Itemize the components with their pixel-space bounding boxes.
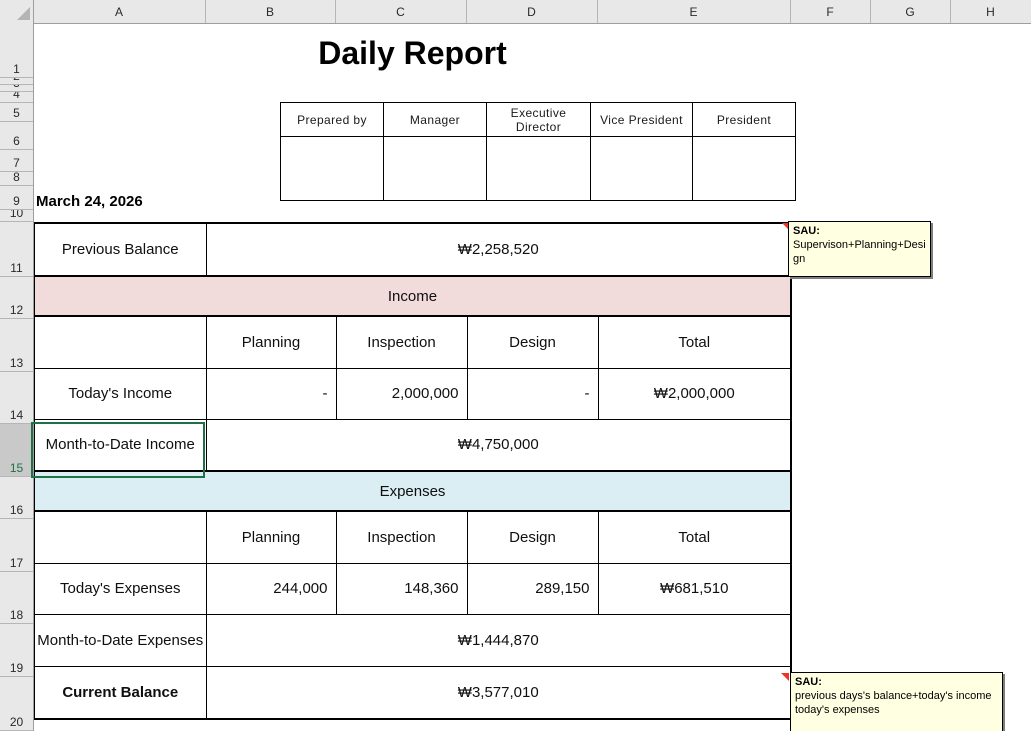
select-all-triangle-icon xyxy=(17,7,30,20)
comment-popup-current-balance: SAU: previous days's balance+today's inc… xyxy=(790,672,1003,731)
row-header-4[interactable]: 4 xyxy=(0,92,33,103)
cell-income-col-design[interactable]: Design xyxy=(466,315,599,369)
row-header-1[interactable]: 1 xyxy=(0,23,33,78)
row-header-18[interactable]: 18 xyxy=(0,572,33,624)
row-header-13[interactable]: 13 xyxy=(0,319,33,372)
row-header-19[interactable]: 19 xyxy=(0,624,33,677)
cell-mtd-expenses-value[interactable]: ₩1,444,870 xyxy=(205,613,792,667)
cell-current-balance-label[interactable]: Current Balance xyxy=(33,665,207,720)
column-header-f[interactable]: F xyxy=(790,0,871,23)
cell-todays-expenses-label[interactable]: Today's Expenses xyxy=(33,562,207,615)
cell-expenses-col-design[interactable]: Design xyxy=(466,510,599,564)
cell-previous-balance-label[interactable]: Previous Balance xyxy=(33,222,207,277)
row-header-10[interactable]: 10 xyxy=(0,210,33,222)
cell-expenses-blank[interactable] xyxy=(33,510,207,564)
column-header-h[interactable]: H xyxy=(950,0,1031,23)
column-header-g[interactable]: G xyxy=(870,0,951,23)
daily-report-table: Previous Balance ₩2,258,520 Income Plann… xyxy=(33,222,792,720)
comment-text: Supervison+Planning+Design xyxy=(793,239,926,265)
cell-income-col-inspection[interactable]: Inspection xyxy=(335,315,468,369)
comment-author: SAU: xyxy=(793,225,820,237)
cell-previous-balance-value[interactable]: ₩2,258,520 xyxy=(205,222,792,277)
signature-cell-vice-president[interactable] xyxy=(590,136,693,201)
cell-income-col-planning[interactable]: Planning xyxy=(205,315,337,369)
row-header-2[interactable]: 2 xyxy=(0,78,33,85)
cell-mtd-income-value[interactable]: ₩4,750,000 xyxy=(205,418,792,472)
column-header-a[interactable]: A xyxy=(33,0,206,23)
row-header-14[interactable]: 14 xyxy=(0,372,33,424)
row-header-5[interactable]: 5 xyxy=(0,103,33,122)
signature-cell-prepared-by[interactable] xyxy=(280,136,384,201)
row-header-9[interactable]: 9 xyxy=(0,186,33,210)
approval-header-president[interactable]: President xyxy=(692,102,796,137)
cell-todays-expenses-planning[interactable]: 244,000 xyxy=(205,562,337,615)
cell-income-section-header[interactable]: Income xyxy=(33,275,792,317)
cell-mtd-expenses-label[interactable]: Month-to-Date Expenses xyxy=(33,613,207,667)
comment-popup-previous-balance: SAU: Supervison+Planning+Design xyxy=(788,221,931,277)
cell-expenses-col-total[interactable]: Total xyxy=(597,510,792,564)
cell-todays-expenses-total[interactable]: ₩681,510 xyxy=(597,562,792,615)
report-title[interactable]: Daily Report xyxy=(318,35,507,71)
row-header-3[interactable]: 3 xyxy=(0,85,33,92)
cell-expenses-col-inspection[interactable]: Inspection xyxy=(335,510,468,564)
comment-text: previous days's balance+today's income t… xyxy=(795,690,992,716)
cell-expenses-col-planning[interactable]: Planning xyxy=(205,510,337,564)
signature-cell-manager[interactable] xyxy=(383,136,487,201)
comment-indicator-icon[interactable] xyxy=(781,673,789,681)
approval-table: Prepared by Manager Executive Director V… xyxy=(280,102,796,201)
row-header-strip: 1 2 3 4 5 6 7 8 9 10 11 12 13 14 15 16 1… xyxy=(0,23,34,731)
row-header-8[interactable]: 8 xyxy=(0,172,33,186)
column-header-e[interactable]: E xyxy=(597,0,791,23)
column-header-d[interactable]: D xyxy=(466,0,598,23)
cell-todays-expenses-inspection[interactable]: 148,360 xyxy=(335,562,468,615)
cell-income-col-total[interactable]: Total xyxy=(597,315,792,369)
signature-cell-president[interactable] xyxy=(692,136,796,201)
cell-todays-income-label[interactable]: Today's Income xyxy=(33,367,207,420)
row-header-6[interactable]: 6 xyxy=(0,122,33,150)
cell-mtd-income-label-selected[interactable]: Month-to-Date Income xyxy=(33,418,207,472)
row-header-15-selected[interactable]: 15 xyxy=(0,424,33,477)
approval-header-manager[interactable]: Manager xyxy=(383,102,487,137)
row-header-17[interactable]: 17 xyxy=(0,519,33,572)
row-header-20[interactable]: 20 xyxy=(0,677,33,731)
cell-todays-income-inspection[interactable]: 2,000,000 xyxy=(335,367,468,420)
cell-todays-income-total[interactable]: ₩2,000,000 xyxy=(597,367,792,420)
cell-income-blank[interactable] xyxy=(33,315,207,369)
column-header-b[interactable]: B xyxy=(205,0,336,23)
comment-author: SAU: xyxy=(795,676,822,688)
row-header-7[interactable]: 7 xyxy=(0,150,33,172)
approval-header-prepared-by[interactable]: Prepared by xyxy=(280,102,384,137)
cell-current-balance-value[interactable]: ₩3,577,010 xyxy=(205,665,792,720)
report-date[interactable]: March 24, 2026 xyxy=(36,193,143,210)
comment-indicator-icon[interactable] xyxy=(782,223,790,231)
cell-expenses-section-header[interactable]: Expenses xyxy=(33,470,792,512)
approval-header-vice-president[interactable]: Vice President xyxy=(590,102,693,137)
row-header-12[interactable]: 12 xyxy=(0,277,33,319)
cell-todays-expenses-design[interactable]: 289,150 xyxy=(466,562,599,615)
signature-cell-executive-director[interactable] xyxy=(486,136,591,201)
cell-todays-income-design[interactable]: - xyxy=(466,367,599,420)
select-all-button[interactable] xyxy=(0,0,34,23)
column-header-strip: A B C D E F G H xyxy=(0,0,1031,24)
approval-header-executive-director[interactable]: Executive Director xyxy=(486,102,591,137)
sheet-canvas: Daily Report Prepared by Manager Executi… xyxy=(31,23,1031,731)
cell-todays-income-planning[interactable]: - xyxy=(205,367,337,420)
row-header-11[interactable]: 11 xyxy=(0,222,33,277)
column-header-c[interactable]: C xyxy=(335,0,467,23)
row-header-16[interactable]: 16 xyxy=(0,477,33,519)
